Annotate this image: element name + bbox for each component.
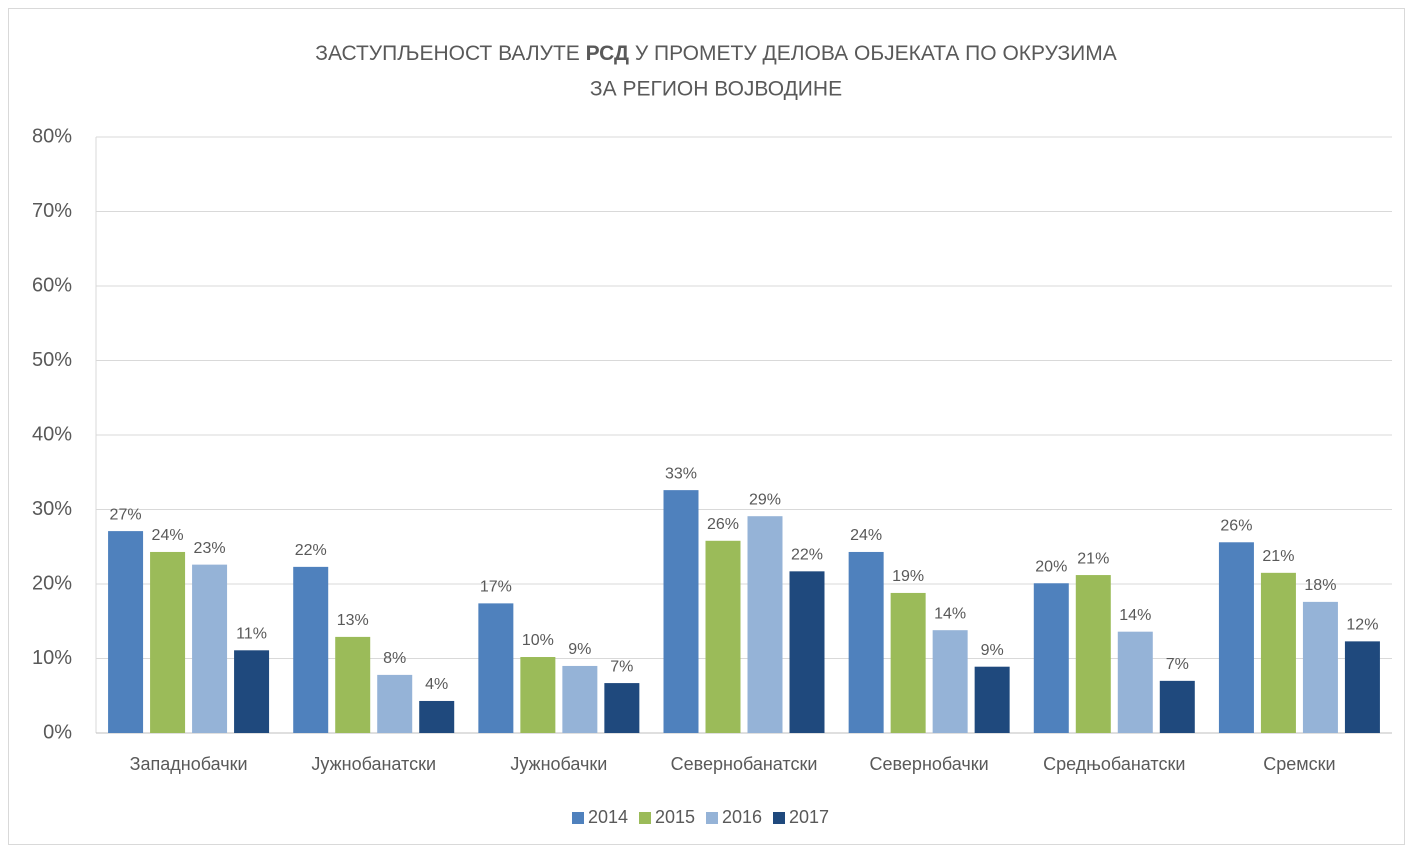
bar [293, 566, 329, 733]
value-label: 18% [1304, 577, 1336, 594]
value-label: 11% [236, 626, 267, 643]
chart-title: ЗА РЕГИОН ВОЈВОДИНЕ [590, 78, 842, 101]
y-tick-label: 30% [32, 498, 72, 520]
value-label: 7% [1166, 656, 1189, 673]
value-label: 22% [295, 542, 327, 559]
value-label: 17% [480, 579, 512, 596]
bar [1033, 583, 1069, 733]
bar [1302, 601, 1338, 733]
bar [747, 516, 783, 733]
x-tick-label: Јужнобанатски [311, 754, 436, 774]
y-tick-label: 80% [32, 125, 72, 147]
value-label: 24% [850, 527, 882, 544]
bar [1260, 572, 1296, 733]
title-part: РСД [586, 42, 629, 65]
chart-title: ЗАСТУПЉЕНОСТ ВАЛУТЕ РСД У ПРОМЕТУ ДЕЛОВА… [315, 42, 1116, 65]
legend-swatch [639, 812, 651, 824]
bar [1344, 641, 1380, 733]
bar [1218, 542, 1254, 733]
y-tick-label: 70% [32, 200, 72, 222]
bar [848, 551, 884, 733]
bar [377, 674, 413, 733]
value-label: 13% [337, 612, 369, 629]
value-label: 9% [568, 641, 591, 658]
x-tick-label: Сремски [1263, 754, 1335, 774]
value-label: 21% [1077, 550, 1109, 567]
value-label: 26% [707, 516, 739, 533]
legend-swatch [706, 812, 718, 824]
value-label: 20% [1035, 558, 1067, 575]
value-label: 27% [110, 506, 142, 523]
y-tick-label: 20% [32, 572, 72, 594]
bar [932, 630, 968, 733]
bar [478, 603, 514, 733]
bar [1117, 631, 1153, 733]
legend-label: 2016 [722, 807, 762, 827]
legend-label: 2014 [588, 807, 628, 827]
y-tick-label: 40% [32, 423, 72, 445]
value-label: 29% [749, 491, 781, 508]
title-part: ЗАСТУПЉЕНОСТ ВАЛУТЕ [315, 42, 580, 65]
bar [419, 700, 455, 733]
bar [1159, 680, 1195, 733]
value-label: 4% [425, 676, 448, 693]
value-label: 8% [383, 650, 406, 667]
value-label: 9% [981, 642, 1004, 659]
legend-label: 2015 [655, 807, 695, 827]
value-label: 22% [791, 547, 823, 564]
value-label: 23% [194, 540, 226, 557]
bar [789, 571, 825, 733]
bar [663, 490, 699, 733]
value-label: 33% [665, 465, 697, 482]
value-label: 19% [892, 568, 924, 585]
value-label: 24% [152, 527, 184, 544]
bar [562, 665, 598, 733]
x-tick-label: Јужнобачки [510, 754, 607, 774]
legend-swatch [572, 812, 584, 824]
bar [520, 657, 556, 733]
y-tick-label: 10% [32, 647, 72, 669]
bar [1075, 575, 1111, 733]
value-label: 12% [1346, 617, 1378, 634]
bar [335, 636, 371, 733]
value-label: 10% [522, 632, 554, 649]
value-label: 21% [1262, 548, 1294, 565]
x-tick-label: Западнобачки [130, 754, 248, 774]
y-tick-label: 50% [32, 349, 72, 371]
value-label: 14% [1119, 607, 1151, 624]
y-tick-label: 60% [32, 274, 72, 296]
bar [150, 551, 186, 733]
y-tick-label: 0% [43, 721, 72, 743]
title-part: У ПРОМЕТУ ДЕЛОВА ОБЈЕКАТА ПО ОКРУЗИМА [635, 42, 1117, 65]
bar [234, 650, 270, 733]
bar [604, 683, 640, 733]
x-tick-label: Севернобачки [870, 754, 989, 774]
bar [192, 564, 228, 733]
legend-swatch [773, 812, 785, 824]
value-label: 26% [1220, 517, 1252, 534]
bar [705, 540, 741, 733]
bar [974, 666, 1010, 733]
bar [108, 531, 144, 733]
value-label: 7% [610, 658, 633, 675]
value-label: 14% [934, 605, 966, 622]
x-tick-label: Средњобанатски [1043, 754, 1185, 774]
x-tick-label: Севернобанатски [671, 754, 818, 774]
bar [890, 592, 926, 733]
legend-label: 2017 [789, 807, 829, 827]
